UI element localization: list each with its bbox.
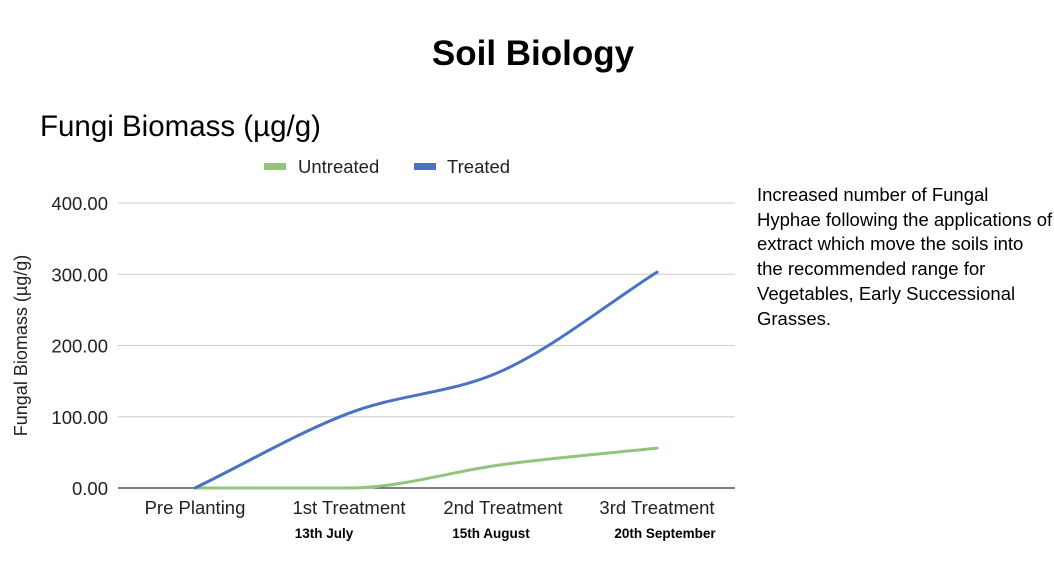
legend-swatch-untreated [264,163,286,170]
x-tick-sublabel: 20th September [614,526,716,541]
x-tick-sublabel: 13th July [295,526,354,541]
y-axis-label: Fungal Biomass (µg/g) [11,255,31,436]
series-line-untreated [193,446,659,490]
legend-label-untreated: Untreated [298,156,379,177]
page-title: Soil Biology [431,34,635,73]
x-tick-label: 1st Treatment [292,497,405,518]
chart-title: Fungi Biomass (µg/g) [40,110,321,143]
x-tick-sublabel: 15th August [452,526,530,541]
chart-container: Fungi Biomass (µg/g) Untreated Treated 0.00… [11,110,735,541]
side-note-text: Increased number of Fungal Hyphae follow… [757,184,1053,329]
x-tick-label: 3rd Treatment [599,497,714,518]
x-tick-label: Pre Planting [145,497,246,518]
y-tick-label: 300.00 [51,264,108,285]
legend-label-treated: Treated [447,156,510,177]
y-tick-label: 400.00 [51,193,108,214]
legend-swatch-treated [414,163,436,170]
y-tick-label: 200.00 [51,336,108,357]
series-line-treated [193,270,659,490]
side-note: Increased number of Fungal Hyphae follow… [757,183,1053,331]
fungi-biomass-chart: Fungi Biomass (µg/g) Untreated Treated 0.00… [11,110,735,541]
y-tick-label: 100.00 [51,407,108,428]
y-tick-label: 0.00 [72,478,108,499]
x-tick-label: 2nd Treatment [443,497,562,518]
